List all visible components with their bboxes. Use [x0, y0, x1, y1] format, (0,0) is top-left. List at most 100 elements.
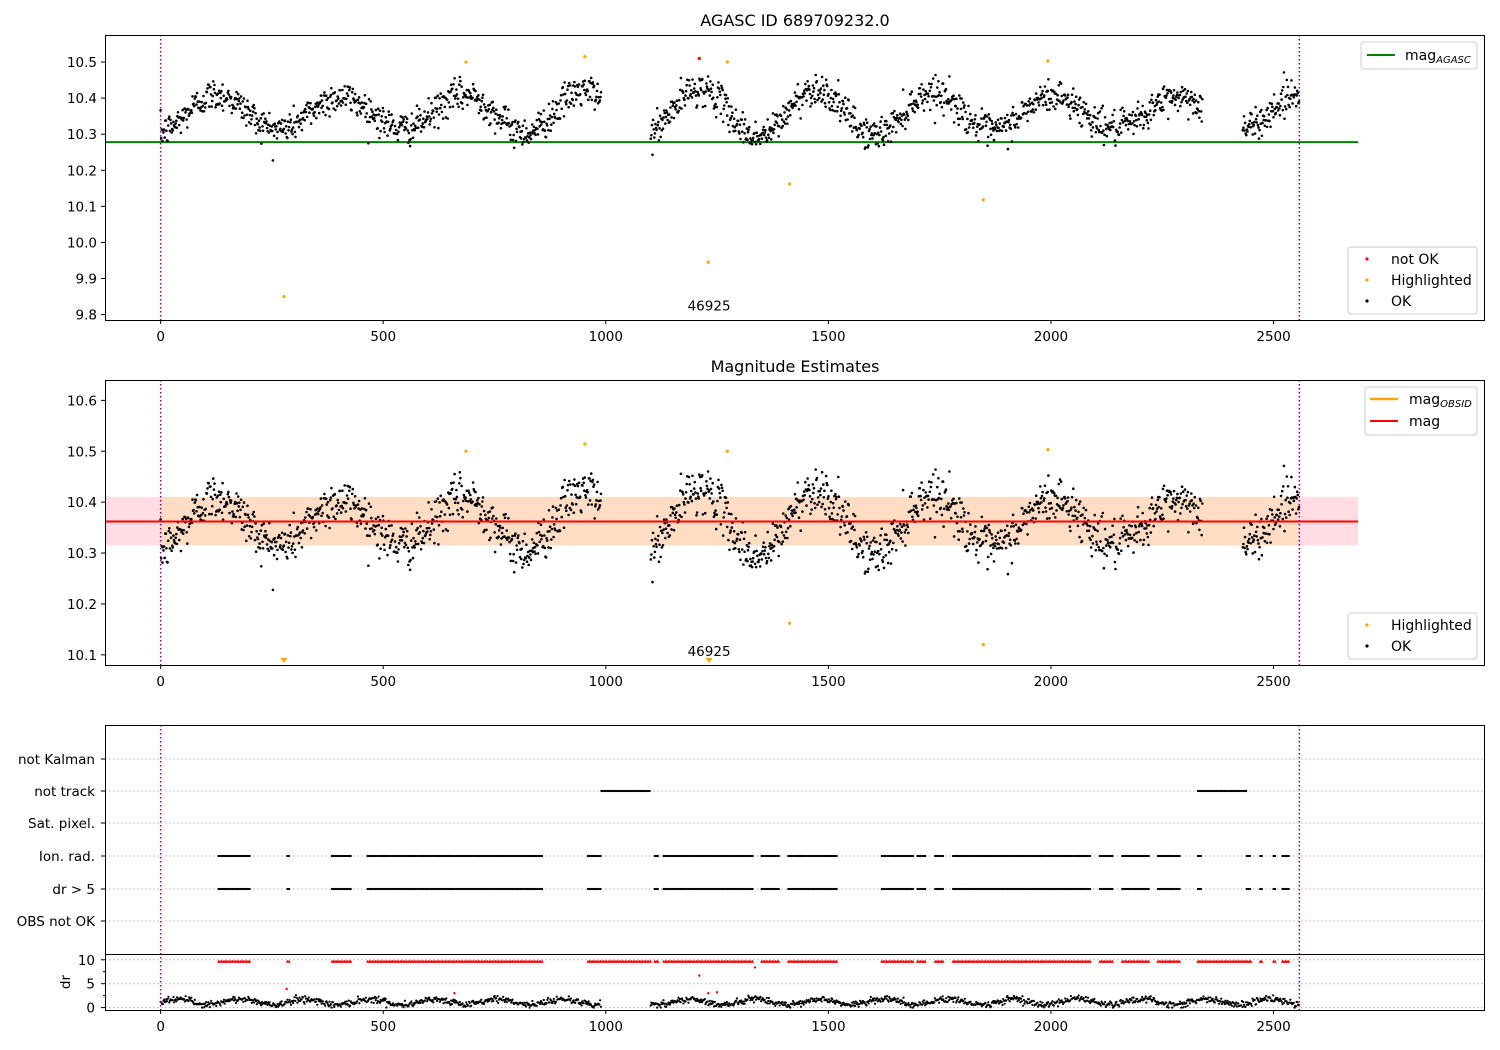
ok-point: [985, 534, 988, 537]
ok-point: [706, 75, 710, 78]
ok-point: [598, 99, 602, 102]
ok-point: [574, 98, 578, 101]
flag-marker: [483, 854, 486, 858]
ok-point: [1025, 112, 1028, 115]
flag-marker: [1018, 887, 1022, 891]
flag-marker: [1224, 789, 1227, 793]
ok-point: [839, 109, 843, 112]
ok-point: [595, 89, 599, 93]
ok-point: [1274, 111, 1278, 115]
ok-point: [1074, 102, 1077, 106]
ok-point: [1136, 505, 1140, 509]
ok-point: [927, 95, 930, 98]
ok-point: [878, 552, 881, 556]
flag-marker: [1082, 887, 1085, 891]
ok-point: [1273, 516, 1276, 519]
ok-point: [690, 96, 694, 99]
ok-point: [539, 523, 543, 526]
ok-point: [947, 508, 951, 512]
ok-point: [678, 514, 681, 517]
flag-marker: [489, 854, 492, 858]
ok-point: [952, 121, 956, 124]
dr-point: [319, 999, 322, 1002]
flag-marker: [1132, 854, 1135, 858]
flag-marker: [452, 854, 455, 858]
flag-marker: [934, 887, 937, 891]
obsid-annotation: 46925: [688, 644, 731, 660]
ok-point: [916, 103, 919, 107]
ok-point: [516, 536, 519, 540]
ok-point: [286, 557, 289, 560]
flag-marker: [393, 887, 396, 891]
ok-point: [670, 528, 673, 531]
flag-marker: [899, 854, 902, 858]
ok-point: [530, 123, 534, 126]
ok-point: [728, 548, 731, 552]
ok-point: [904, 116, 908, 120]
ok-point: [540, 123, 543, 126]
ok-point: [1044, 510, 1048, 513]
ok-point: [219, 96, 223, 100]
ok-point: [963, 511, 966, 514]
flag-marker: [676, 887, 679, 891]
ok-point: [346, 497, 350, 501]
ok-point: [830, 88, 833, 92]
ok-point: [1256, 114, 1259, 117]
flag-marker: [1124, 887, 1127, 891]
ok-point: [1179, 492, 1183, 495]
ok-point: [348, 485, 352, 489]
ok-point: [365, 522, 369, 525]
ok-point: [1284, 95, 1287, 98]
ok-point: [741, 111, 745, 114]
x-tick-label: 0: [156, 329, 165, 345]
ok-point: [993, 542, 996, 545]
ok-point: [665, 518, 668, 521]
flag-marker: [907, 854, 910, 858]
ok-point: [264, 536, 268, 539]
ok-point: [746, 130, 750, 134]
ok-point: [191, 95, 194, 98]
ok-point: [181, 119, 185, 122]
ok-point: [265, 120, 268, 123]
ok-point: [479, 513, 483, 516]
ok-point: [500, 118, 504, 122]
ok-point: [789, 113, 792, 117]
ok-point: [1118, 126, 1121, 129]
ok-point: [926, 100, 929, 104]
flag-marker: [1078, 854, 1081, 858]
ok-point: [659, 135, 662, 139]
flag-marker: [464, 887, 467, 891]
flag-marker: [520, 854, 524, 858]
ok-point: [927, 498, 930, 501]
ok-point: [694, 491, 697, 494]
flag-marker: [375, 854, 379, 858]
ok-point: [928, 89, 932, 93]
ok-point: [1193, 93, 1197, 96]
flag-marker: [467, 887, 470, 891]
flag-marker: [411, 887, 414, 891]
ok-point: [975, 548, 978, 552]
ok-point: [578, 495, 582, 499]
flag-marker: [527, 887, 530, 891]
flag-marker: [1103, 887, 1106, 891]
ok-point: [261, 125, 264, 128]
ok-point: [278, 120, 281, 123]
ok-point: [427, 501, 430, 504]
flag-marker: [685, 854, 689, 858]
flag-marker: [523, 854, 527, 858]
flag-marker: [236, 854, 239, 858]
flag-marker: [883, 854, 887, 858]
dr-point: [219, 1004, 222, 1007]
ok-point: [807, 483, 811, 487]
ok-point: [409, 124, 413, 127]
ok-point: [494, 522, 498, 526]
ok-point: [695, 511, 699, 514]
ok-point: [1045, 517, 1049, 520]
flag-marker: [813, 887, 816, 891]
ok-point: [1120, 531, 1124, 535]
dr-point: [190, 996, 193, 999]
ok-point: [559, 94, 563, 97]
flag-marker: [505, 854, 508, 858]
ok-point: [905, 523, 909, 526]
ok-point: [1245, 133, 1248, 137]
